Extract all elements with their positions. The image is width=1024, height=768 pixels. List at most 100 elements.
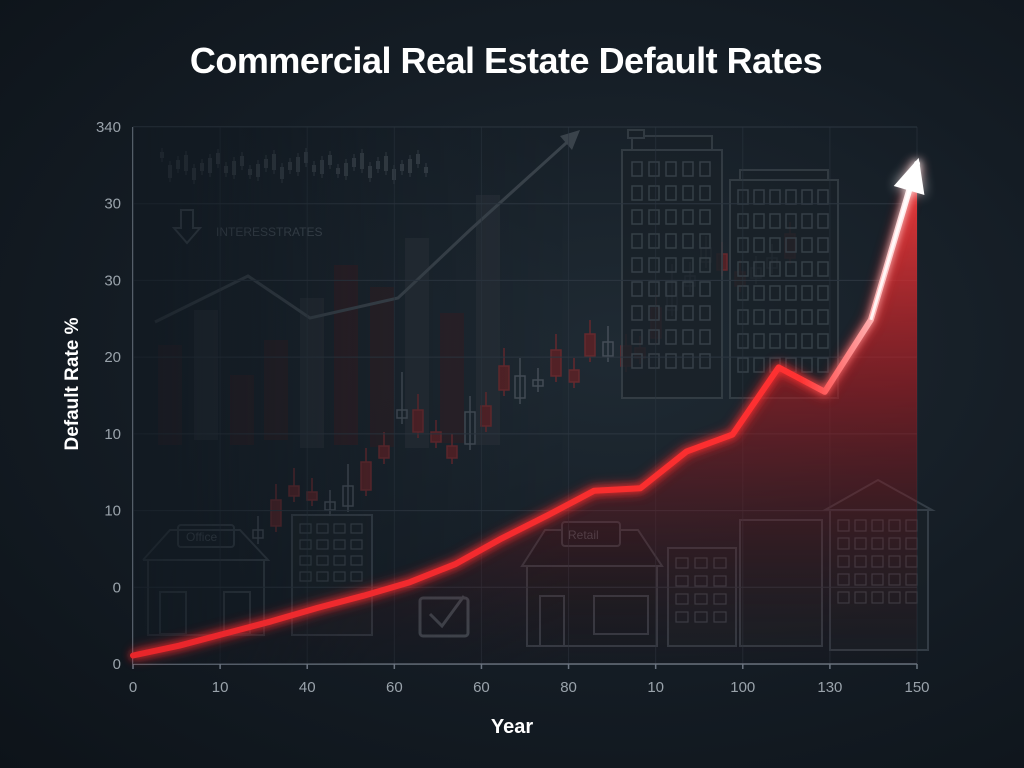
x-tick-label: 60 <box>386 679 403 696</box>
window <box>631 257 643 273</box>
x-tick-label: 10 <box>212 679 229 696</box>
trend-arrow-head-icon <box>893 157 925 195</box>
window <box>665 161 677 177</box>
x-tick-label: 100 <box>730 679 755 696</box>
window <box>699 161 711 177</box>
window <box>648 257 660 273</box>
default-rate-line <box>130 160 920 659</box>
candle-body <box>602 341 614 357</box>
y-tick-label: 10 <box>104 503 121 520</box>
x-axis-title: Year <box>490 716 534 738</box>
window <box>699 257 711 273</box>
window <box>817 333 829 349</box>
window <box>769 309 781 325</box>
window <box>682 257 694 273</box>
window <box>631 281 643 297</box>
y-tick-label: 0 <box>113 656 121 673</box>
window <box>769 261 781 277</box>
window <box>682 305 694 321</box>
x-tick-labels: 0 10 40 60 60 80 10 100 130 150 <box>129 679 930 696</box>
window <box>648 233 660 249</box>
window <box>648 305 660 321</box>
window <box>785 237 797 253</box>
window <box>699 305 711 321</box>
window <box>665 281 677 297</box>
arrow-head <box>893 157 925 195</box>
x-tick-label: 130 <box>817 679 842 696</box>
x-tick-label: 40 <box>299 679 316 696</box>
y-tick-label: 30 <box>104 196 121 213</box>
window <box>648 185 660 201</box>
window <box>665 233 677 249</box>
window <box>785 309 797 325</box>
window <box>785 261 797 277</box>
window <box>753 357 765 373</box>
window <box>801 309 813 325</box>
window <box>769 213 781 229</box>
y-tick-label: 340 <box>96 119 121 136</box>
window <box>817 309 829 325</box>
y-tick-label: 10 <box>104 426 121 443</box>
window <box>665 329 677 345</box>
window <box>785 285 797 301</box>
window <box>801 213 813 229</box>
window <box>682 161 694 177</box>
y-tick-label: 20 <box>104 349 121 366</box>
window <box>682 209 694 225</box>
window <box>699 329 711 345</box>
window <box>682 281 694 297</box>
window <box>801 333 813 349</box>
window <box>699 209 711 225</box>
window <box>682 353 694 369</box>
window <box>753 237 765 253</box>
window <box>753 285 765 301</box>
building-tower-left <box>621 129 723 399</box>
window <box>682 233 694 249</box>
window <box>753 309 765 325</box>
y-tick-labels: 0 0 10 10 20 30 30 340 <box>96 119 121 673</box>
x-tick-label: 0 <box>129 679 137 696</box>
window <box>817 357 829 373</box>
window <box>648 161 660 177</box>
y-tick-label: 0 <box>113 579 121 596</box>
window <box>631 305 643 321</box>
window <box>753 261 765 277</box>
window <box>785 333 797 349</box>
window <box>801 261 813 277</box>
window <box>665 209 677 225</box>
window <box>648 353 660 369</box>
window <box>699 233 711 249</box>
window <box>631 329 643 345</box>
x-tick-label: 150 <box>904 679 929 696</box>
window <box>753 213 765 229</box>
y-axis-title: Default Rate % <box>62 317 83 451</box>
window <box>648 281 660 297</box>
default-rate-area-fade <box>133 127 565 664</box>
window <box>631 209 643 225</box>
window <box>769 237 781 253</box>
window <box>801 285 813 301</box>
window <box>682 185 694 201</box>
window <box>785 213 797 229</box>
window <box>665 185 677 201</box>
window <box>682 329 694 345</box>
window <box>648 329 660 345</box>
window <box>817 261 829 277</box>
window <box>769 333 781 349</box>
window <box>753 333 765 349</box>
candle-body <box>568 369 580 383</box>
x-tick-label: 60 <box>473 679 490 696</box>
window <box>631 353 643 369</box>
window <box>699 353 711 369</box>
window <box>631 185 643 201</box>
window <box>665 305 677 321</box>
candle-body <box>584 333 596 357</box>
default-rate-area <box>133 163 917 664</box>
y-tick-label: 30 <box>104 272 121 289</box>
window <box>769 285 781 301</box>
window <box>801 357 813 373</box>
window <box>801 237 813 253</box>
window <box>665 257 677 273</box>
x-tick-label: 10 <box>647 679 664 696</box>
